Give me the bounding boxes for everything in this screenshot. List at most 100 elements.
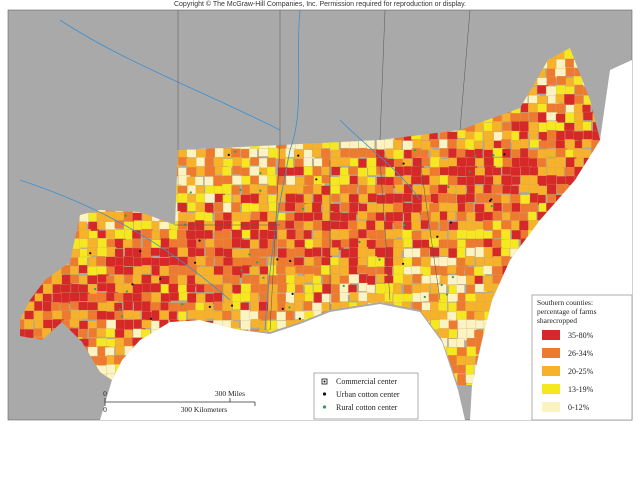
county xyxy=(205,238,215,249)
center-dot xyxy=(234,150,237,153)
county xyxy=(439,158,450,169)
county xyxy=(124,229,133,240)
county xyxy=(277,220,286,231)
county xyxy=(204,310,216,319)
county xyxy=(114,302,123,313)
county xyxy=(194,176,204,186)
county xyxy=(294,247,307,257)
county xyxy=(501,175,513,187)
county xyxy=(565,67,575,77)
county xyxy=(177,247,189,258)
county xyxy=(402,274,413,286)
county xyxy=(204,229,213,241)
county xyxy=(529,192,539,204)
county xyxy=(393,211,404,222)
county xyxy=(249,266,260,276)
county xyxy=(60,284,71,293)
county xyxy=(456,229,468,239)
county xyxy=(340,148,350,159)
county xyxy=(105,328,115,338)
county xyxy=(357,167,368,178)
county xyxy=(456,275,467,285)
county xyxy=(447,265,458,274)
county xyxy=(429,221,439,232)
county xyxy=(366,229,377,240)
center-dot xyxy=(436,235,439,238)
county xyxy=(511,176,521,185)
county xyxy=(159,265,170,276)
county xyxy=(475,246,485,259)
county xyxy=(348,284,357,294)
legend-title: Southern counties: xyxy=(537,298,593,307)
county xyxy=(439,219,448,232)
center-dot xyxy=(298,317,301,320)
county xyxy=(519,212,528,221)
county xyxy=(421,184,431,197)
center-dot xyxy=(181,303,184,306)
county xyxy=(456,184,466,195)
county xyxy=(267,310,277,320)
county xyxy=(312,247,322,258)
county xyxy=(475,212,485,222)
county xyxy=(241,274,251,285)
county xyxy=(96,266,109,276)
county xyxy=(312,219,323,231)
center-dot xyxy=(184,223,187,226)
county xyxy=(474,175,485,185)
county xyxy=(312,275,322,284)
center-dot xyxy=(159,277,162,280)
county xyxy=(429,247,440,257)
county xyxy=(430,156,441,168)
county xyxy=(123,300,134,312)
river xyxy=(19,179,231,301)
center-dot xyxy=(189,191,192,194)
county xyxy=(412,248,421,258)
county xyxy=(492,121,502,132)
legend-title: sharecropped xyxy=(537,316,577,325)
county xyxy=(456,247,466,259)
county xyxy=(187,185,197,195)
center-dot xyxy=(488,199,492,202)
county xyxy=(412,139,422,149)
county xyxy=(421,157,431,167)
county xyxy=(339,292,349,302)
county xyxy=(465,256,476,266)
county xyxy=(511,202,521,213)
county xyxy=(466,275,476,286)
center-dot xyxy=(240,268,243,271)
center-dot xyxy=(492,153,495,157)
county xyxy=(331,193,340,202)
county xyxy=(465,149,477,158)
county xyxy=(376,166,387,175)
center-dot xyxy=(449,221,453,224)
river xyxy=(339,119,421,201)
county xyxy=(349,158,360,167)
county xyxy=(546,76,557,86)
county xyxy=(456,211,467,223)
county xyxy=(304,175,315,187)
county xyxy=(492,167,502,177)
county xyxy=(169,292,180,301)
county xyxy=(311,202,322,213)
county xyxy=(34,301,43,313)
county xyxy=(168,283,179,293)
center-dot xyxy=(259,189,262,192)
county xyxy=(340,248,351,259)
county xyxy=(250,229,259,241)
legend-swatch xyxy=(542,366,560,376)
county xyxy=(546,129,558,141)
center-dot xyxy=(503,153,506,156)
center-dot xyxy=(118,308,121,311)
county xyxy=(249,239,259,249)
center-dot xyxy=(256,261,259,264)
county xyxy=(439,248,449,257)
county xyxy=(329,212,342,221)
symbol-label: Commercial center xyxy=(336,377,397,386)
county xyxy=(411,148,422,158)
county xyxy=(149,283,162,294)
legend-label: 20-25% xyxy=(568,367,594,376)
county xyxy=(294,301,303,313)
county xyxy=(132,229,142,240)
county xyxy=(205,256,214,267)
